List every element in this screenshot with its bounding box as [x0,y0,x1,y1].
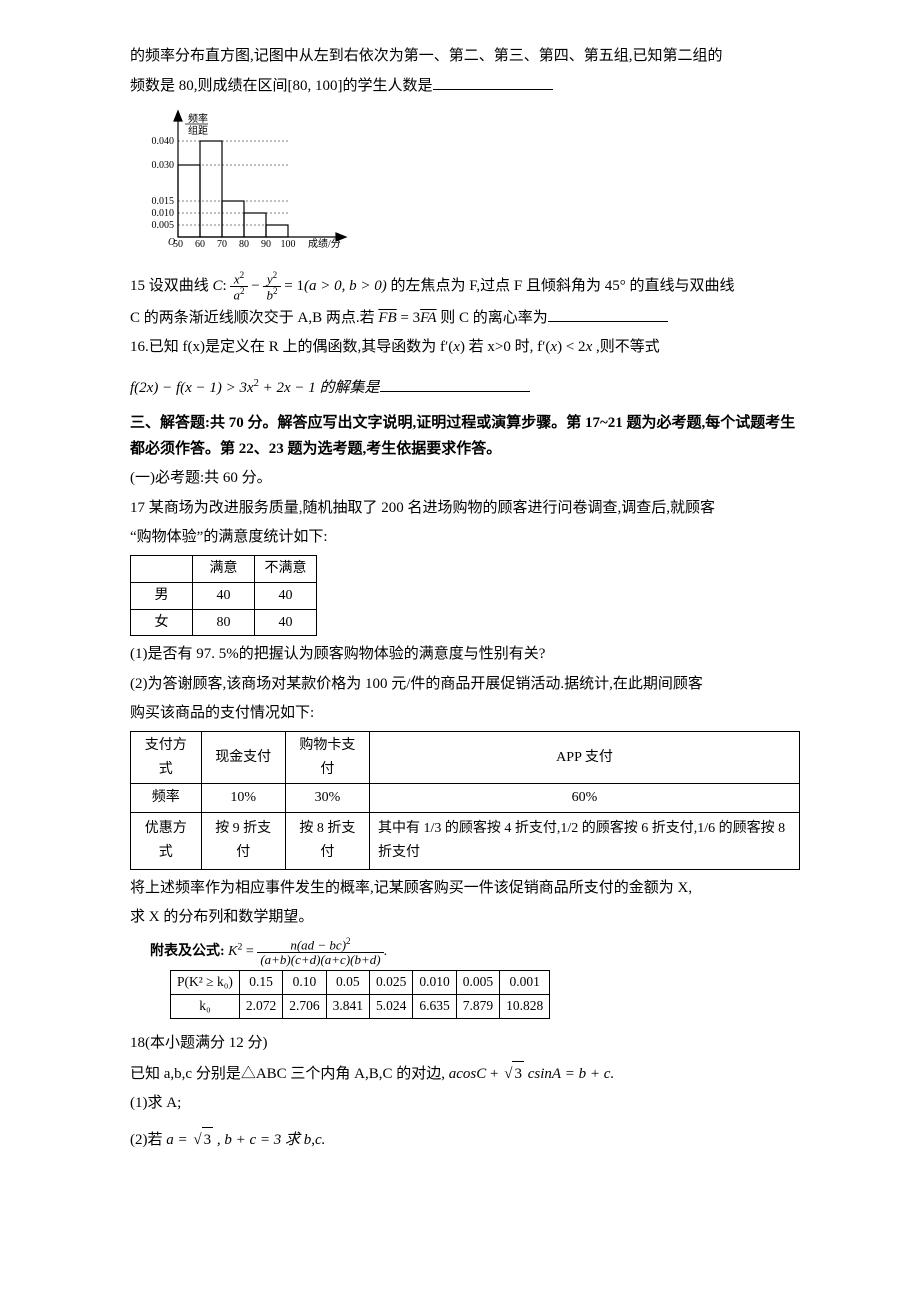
q18-l2a: 已知 a,b,c 分别是△ABC 三个内角 A,B,C 的对边, [130,1066,449,1082]
q17-p1: (1)是否有 97. 5%的把握认为顾客购物体验的满意度与性别有关? [130,642,800,668]
q17-table2: 支付方式 现金支付 购物卡支付 APP 支付 频率 10% 30% 60% 优惠… [130,731,800,870]
svg-text:0.010: 0.010 [152,208,175,219]
q18-p2a: (2)若 [130,1132,166,1148]
q17-p3b: 求 X 的分布列和数学期望。 [130,905,800,931]
q15-line2: C 的两条渐近线顺次交于 A,B 两点.若 FB = 3FA 则 C 的离心率为 [130,306,800,332]
svg-text:70: 70 [217,239,227,250]
table-row: 满意 不满意 [131,555,317,582]
table-row: 支付方式 现金支付 购物卡支付 APP 支付 [131,731,800,784]
q16-l1c: ) < 2 [557,339,585,355]
q16-l2b: + 2x − 1 的解集是 [259,380,380,396]
q16-l1a: 16.已知 f(x)是定义在 R 上的偶函数,其导函数为 f′( [130,339,453,355]
q16-blank [380,377,530,392]
q15-l2b: 则 C 的离心率为 [440,310,548,326]
k2-frac: n(ad − bc)2 (a+b)(c+d)(a+c)(b+d) [257,937,383,967]
formula-label: 附表及公式: [150,944,225,959]
q16-line2: f(2x) − f(x − 1) > 3x2 + 2x − 1 的解集是 [130,375,800,402]
table-row: 频率 10% 30% 60% [131,784,800,813]
origin-label: O [168,237,175,248]
histogram-chart: 频率 组距 0.0400.0300.0150.0100.005 50607080… [130,107,360,257]
q16-l1d: ,则不等式 [592,339,660,355]
q18-p2: (2)若 a = 3 , b + c = 3 求 b,c. [130,1127,800,1154]
hist-xlabel: 成绩/分 [308,237,341,250]
q15-FA: FA [420,310,436,326]
q17-l1: 17 某商场为改进服务质量,随机抽取了 200 名进场购物的顾客进行问卷调查,调… [130,496,800,522]
svg-text:80: 80 [239,239,249,250]
q18-l2b: acosC [449,1066,487,1082]
section3-sub: (一)必考题:共 60 分。 [130,466,800,492]
q15-l2a: C 的两条渐近线顺次交于 A,B 两点.若 [130,310,378,326]
q15-pre: 15 设双曲线 [130,278,209,294]
q17-p3a: 将上述频率作为相应事件发生的概率,记某顾客购买一件该促销商品所支付的金额为 X, [130,876,800,902]
t1-h0 [131,555,193,582]
q17-formula: 附表及公式: K2 = n(ad − bc)2 (a+b)(c+d)(a+c)(… [130,937,800,967]
q17-l2: “购物体验”的满意度统计如下: [130,525,800,551]
q15-eq3: = 3 [400,310,420,326]
q17-table3: P(K² ≥ k₀) 0.15 0.10 0.05 0.025 0.010 0.… [170,970,550,1019]
q15-line1: 15 设双曲线 C: x2 a2 − y2 b2 = 1(a > 0, b > … [130,271,800,302]
q15-C: C [213,278,223,294]
q18-l1: 18(本小题满分 12 分) [130,1031,800,1057]
q18-p2c: , b + c = 3 求 b,c. [217,1132,326,1148]
svg-text:0.005: 0.005 [152,220,175,231]
q16-l1b: ) 若 x>0 时, f′( [460,339,550,355]
q17-table1: 满意 不满意 男 40 40 女 80 40 [130,555,317,636]
svg-text:100: 100 [281,239,296,250]
q17-p2a: (2)为答谢顾客,该商场对某款价格为 100 元/件的商品开展促销活动.据统计,… [130,672,800,698]
q16-line1: 16.已知 f(x)是定义在 R 上的偶函数,其导函数为 f′(x) 若 x>0… [130,335,800,361]
q15-mid: 的左焦点为 F,过点 F 且倾斜角为 45° 的直线与双曲线 [390,278,734,294]
table-row: P(K² ≥ k₀) 0.15 0.10 0.05 0.025 0.010 0.… [171,971,550,995]
q17-p2b: 购买该商品的支付情况如下: [130,701,800,727]
q15-eq1: = 1 [284,278,304,294]
svg-text:0.030: 0.030 [152,160,175,171]
q15-colon: : [223,278,227,294]
table-row: 优惠方式 按 9 折支付 按 8 折支付 其中有 1/3 的顾客按 4 折支付,… [131,813,800,870]
q18-l2d: = b + c. [565,1066,614,1082]
sqrt-icon: 3 [502,1061,524,1088]
q15-frac2: y2 b2 [263,271,280,302]
svg-text:60: 60 [195,239,205,250]
q18-p1: (1)求 A; [130,1091,800,1117]
q15-FB: FB [378,310,396,326]
table-row: 女 80 40 [131,609,317,636]
q15-minus: − [251,278,259,294]
k2-sym: K [228,944,237,959]
t1-h2: 不满意 [255,555,317,582]
q18-l2c: csinA [528,1066,561,1082]
section3-head: 三、解答题:共 70 分。解答应写出文字说明,证明过程或演算步骤。第 17~21… [130,411,800,462]
q15-frac1: x2 a2 [230,271,247,302]
q15-cond: (a > 0, b > 0) [304,278,387,294]
svg-text:90: 90 [261,239,271,250]
svg-text:0.015: 0.015 [152,196,175,207]
sqrt-icon: 3 [191,1127,213,1154]
hist-ylabel-top: 频率 [188,112,208,125]
q14-line2-text: 频数是 80,则成绩在区间[80, 100]的学生人数是 [130,78,433,94]
svg-text:0.040: 0.040 [152,136,175,147]
t1-h1: 满意 [193,555,255,582]
q14-line1: 的频率分布直方图,记图中从左到右依次为第一、第二、第三、第四、第五组,已知第二组… [130,44,800,70]
q18-l2: 已知 a,b,c 分别是△ABC 三个内角 A,B,C 的对边, acosC +… [130,1061,800,1088]
q18-p2b: a = [166,1132,191,1148]
q14-line2: 频数是 80,则成绩在区间[80, 100]的学生人数是 [130,74,800,100]
table-row: k₀ 2.072 2.706 3.841 5.024 6.635 7.879 1… [171,995,550,1019]
q16-l2a: f(2x) − f(x − 1) > 3x [130,380,254,396]
q14-blank [433,75,553,90]
hist-ylabel-bot: 组距 [188,124,208,137]
table-row: 男 40 40 [131,582,317,609]
q15-blank [548,307,668,322]
